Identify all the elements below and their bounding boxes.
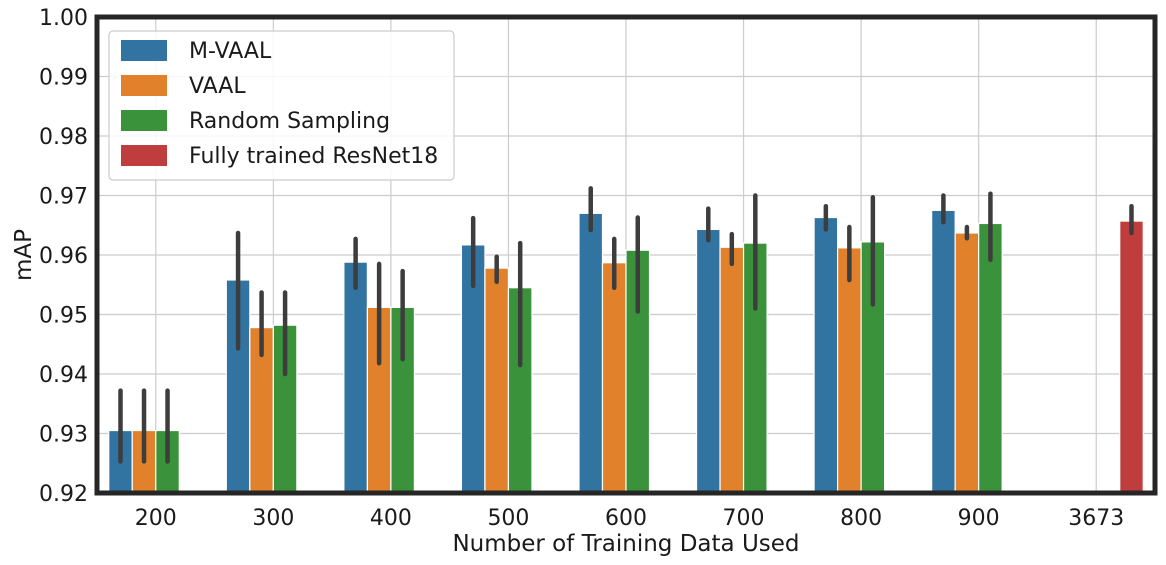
x-tick-label: 500 xyxy=(487,506,529,531)
y-tick-label: 1.00 xyxy=(39,6,88,31)
legend-swatch-fully-trained-resnet18 xyxy=(121,145,167,166)
y-tick-label: 0.99 xyxy=(39,66,88,91)
x-tick-label: 300 xyxy=(252,506,294,531)
x-tick-label: 3673 xyxy=(1068,506,1124,531)
x-tick-label: 900 xyxy=(958,506,1000,531)
y-tick-label: 0.94 xyxy=(39,363,88,388)
bars xyxy=(108,209,1144,494)
legend-label: Fully trained ResNet18 xyxy=(189,144,438,169)
bar-vaal-800 xyxy=(836,247,862,494)
bar-vaal-700 xyxy=(719,246,745,494)
bar-vaal-500 xyxy=(484,267,510,494)
bar-m-vaal-800 xyxy=(813,216,839,494)
x-tick-label: 200 xyxy=(135,506,177,531)
x-tick-label: 400 xyxy=(370,506,412,531)
plot-frame xyxy=(94,14,1158,496)
legend-label: VAAL xyxy=(189,74,246,99)
bar-m-vaal-600 xyxy=(578,212,604,494)
legend-label: Random Sampling xyxy=(189,109,390,134)
y-tick-label: 0.92 xyxy=(39,482,88,507)
bar-fully-trained-resnet18-3673 xyxy=(1119,220,1144,494)
bar-m-vaal-700 xyxy=(695,228,721,494)
y-tick-label: 0.93 xyxy=(39,423,88,448)
y-tick-label: 0.95 xyxy=(39,304,88,329)
x-axis-ticks: 200 300 400 500 600 700 800 900 3673 xyxy=(135,506,1124,531)
legend-frame xyxy=(108,30,455,181)
legend-swatch-vaal xyxy=(121,75,167,96)
bar-m-vaal-400 xyxy=(343,261,368,494)
bar-vaal-900 xyxy=(954,232,980,494)
error-bars xyxy=(118,186,1134,464)
y-tick-label: 0.97 xyxy=(39,185,88,210)
bar-random-sampling-900 xyxy=(978,222,1003,494)
y-tick-label: 0.98 xyxy=(39,125,88,150)
x-tick-label: 800 xyxy=(840,506,882,531)
bar-vaal-600 xyxy=(601,262,627,494)
legend-label: M-VAAL xyxy=(189,39,272,64)
y-tick-label: 0.96 xyxy=(39,244,88,269)
legend: M-VAAL VAAL Random Sampling Fully trained R… xyxy=(108,30,455,181)
legend-swatch-m-vaal xyxy=(121,40,167,61)
legend-swatch-random-sampling xyxy=(121,110,167,131)
y-axis-ticks: 0.92 0.93 0.94 0.95 0.96 0.97 0.98 0.99 1.00 xyxy=(39,6,88,507)
bar-m-vaal-900 xyxy=(931,209,956,494)
y-axis-label: mAP xyxy=(11,229,37,281)
x-tick-label: 600 xyxy=(605,506,647,531)
x-axis-label: Number of Training Data Used xyxy=(452,531,799,557)
x-tick-label: 700 xyxy=(723,506,765,531)
